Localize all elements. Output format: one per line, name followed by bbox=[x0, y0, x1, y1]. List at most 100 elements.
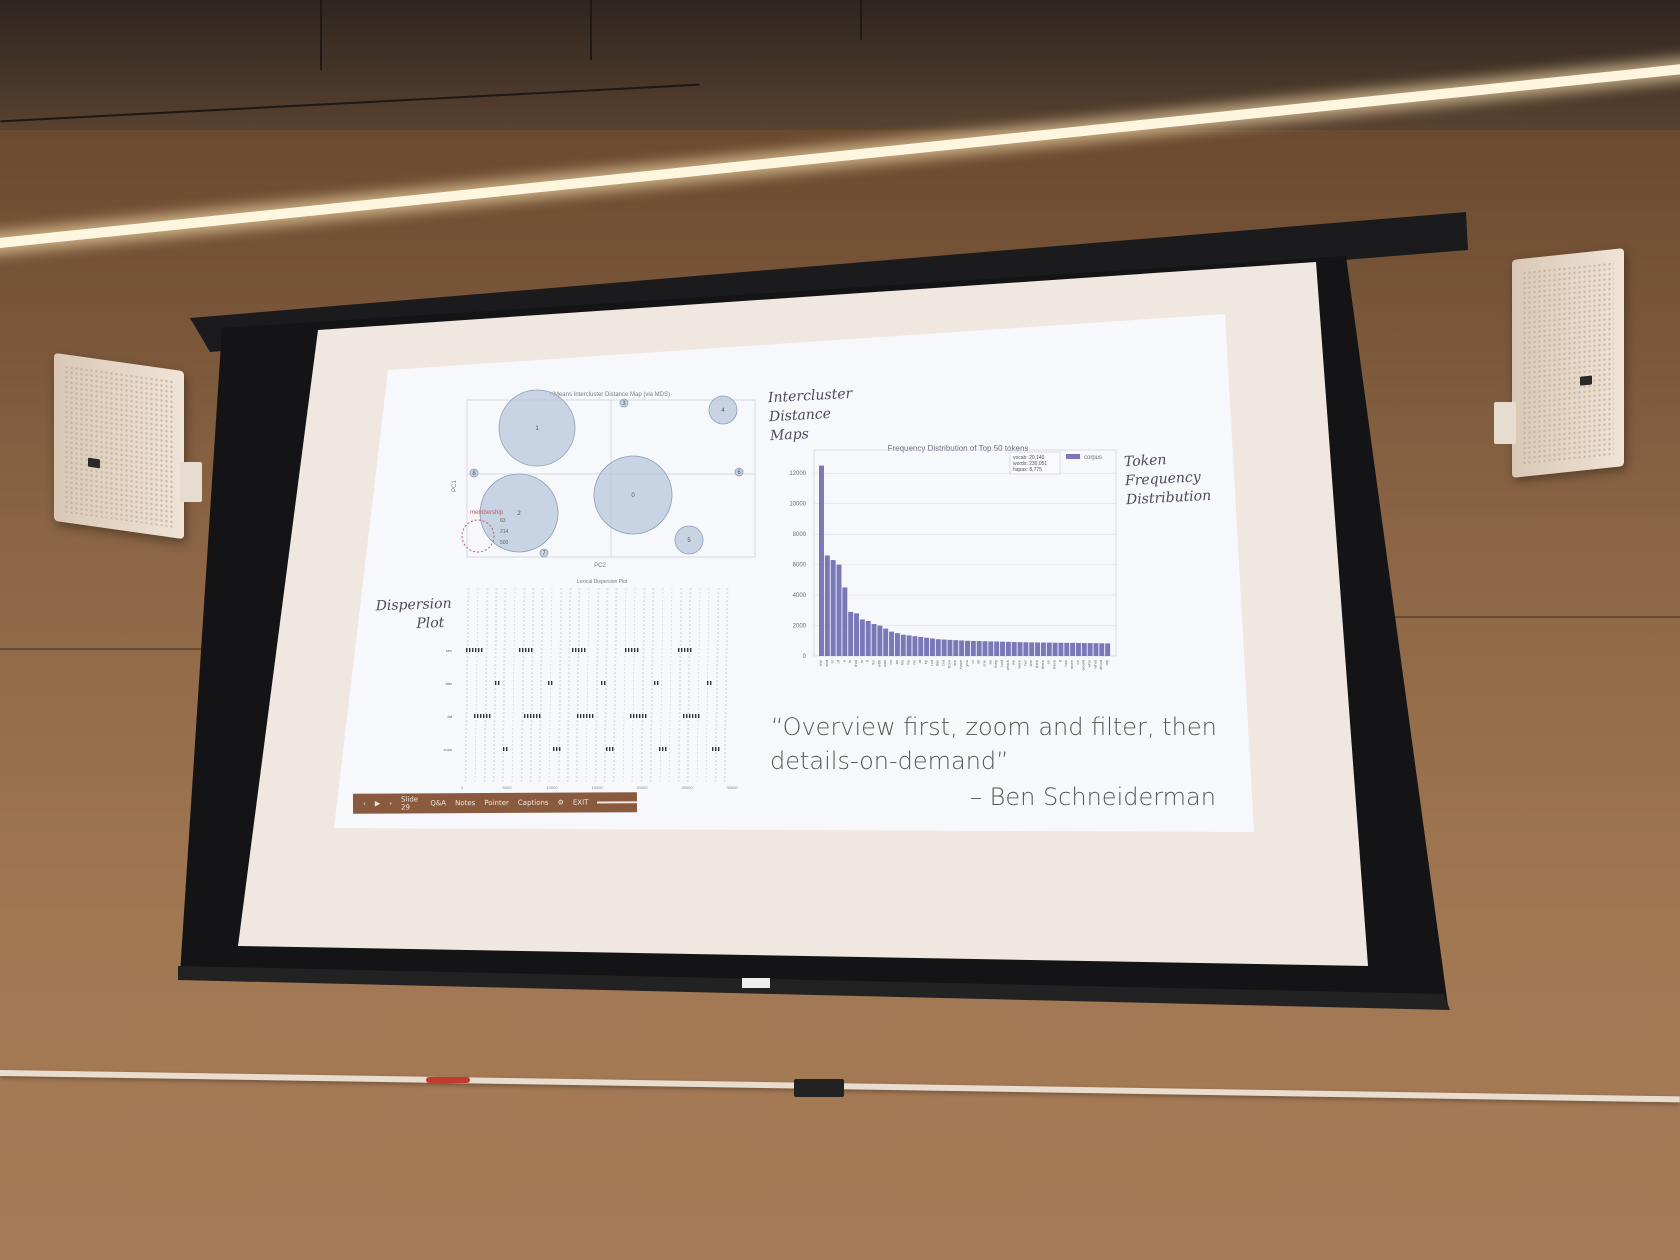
freq-bar bbox=[1064, 642, 1070, 656]
dispersion-gridline bbox=[575, 587, 580, 785]
presentation-toolbar[interactable]: ‹ ▶ › Slide 29 Q&A Notes Pointer Caption… bbox=[352, 792, 638, 814]
toolbar-item-captions[interactable]: Captions bbox=[517, 798, 549, 807]
wall-panel-seam bbox=[1360, 616, 1680, 618]
ceiling-tile-line bbox=[590, 0, 592, 60]
freq-x-tick: her bbox=[1022, 659, 1027, 665]
membership-legend-value: 63 bbox=[500, 518, 506, 524]
wall-panel-seam bbox=[0, 648, 265, 650]
dispersion-mark bbox=[525, 648, 527, 652]
freq-x-tick: one bbox=[981, 659, 986, 666]
freq-x-tick: had bbox=[999, 660, 1004, 667]
cluster-map-title: KMeans Intercluster Distance Map (via MD… bbox=[550, 392, 670, 398]
freq-x-tick: on bbox=[888, 660, 893, 664]
freq-x-tick: to bbox=[830, 659, 835, 663]
cluster-label-5: 5 bbox=[687, 538, 691, 544]
gear-icon[interactable]: ⚙ bbox=[557, 798, 564, 807]
dispersion-mark bbox=[678, 648, 680, 652]
dispersion-mark bbox=[527, 714, 529, 718]
freq-bar bbox=[1093, 643, 1099, 656]
freq-bar bbox=[859, 619, 865, 656]
freq-bar bbox=[865, 620, 871, 656]
freq-bar bbox=[1046, 642, 1052, 656]
freq-x-tick: his bbox=[900, 660, 905, 665]
dispersion-gridline bbox=[576, 587, 581, 785]
prev-slide-icon[interactable]: ‹ bbox=[362, 799, 366, 808]
dispersion-mark bbox=[548, 681, 550, 685]
toolbar-item-notes[interactable]: Notes bbox=[455, 799, 476, 808]
freq-x-tick: all bbox=[976, 660, 981, 664]
dispersion-mark bbox=[577, 714, 579, 718]
freq-x-tick: of bbox=[835, 659, 840, 663]
freq-bar bbox=[1035, 642, 1041, 656]
membership-legend-title: membership bbox=[470, 510, 504, 516]
freq-bar bbox=[959, 640, 965, 656]
cluster-label-7: 7 bbox=[542, 551, 546, 557]
dispersion-mark bbox=[707, 681, 709, 685]
dispersion-gridline bbox=[501, 587, 506, 785]
freq-x-tick: he bbox=[911, 659, 916, 664]
quote-line2: details-on-demand” bbox=[770, 747, 1009, 775]
volume-slider[interactable] bbox=[597, 801, 638, 804]
freq-x-tick: with bbox=[876, 660, 881, 667]
dispersion-mark bbox=[589, 714, 591, 718]
freq-x-tick: they bbox=[993, 660, 998, 668]
cluster-label-4: 4 bbox=[721, 408, 725, 414]
dispersion-gridline bbox=[493, 587, 498, 785]
dispersion-mark bbox=[718, 747, 720, 751]
dispersion-word-label: crow bbox=[444, 747, 453, 752]
freq-legend-label: corpus bbox=[1084, 455, 1102, 461]
dispersion-mark bbox=[559, 747, 561, 751]
freq-bar bbox=[929, 638, 935, 656]
dispersion-gridline bbox=[492, 587, 497, 785]
cluster-bubble-7 bbox=[539, 548, 549, 558]
freq-chart-title: Frequency Distribution of Top 50 tokens bbox=[888, 444, 1029, 453]
toolbar-item-pointer[interactable]: Pointer bbox=[484, 798, 509, 808]
play-icon[interactable]: ▶ bbox=[374, 799, 381, 808]
freq-x-tick: no bbox=[1075, 659, 1080, 664]
dispersion-mark bbox=[575, 648, 577, 652]
freq-bar bbox=[976, 641, 982, 656]
membership-legend-circle bbox=[461, 519, 495, 553]
cluster-label-1: 1 bbox=[535, 426, 539, 432]
toolbar-item-qa[interactable]: Q&A bbox=[430, 799, 447, 808]
dispersion-mark bbox=[475, 648, 477, 652]
wall-outlet bbox=[1494, 402, 1516, 444]
label-dispersion: Dispersion Plot bbox=[375, 595, 452, 636]
dispersion-mark bbox=[553, 747, 555, 751]
cluster-bubble-3 bbox=[619, 398, 629, 408]
exit-button[interactable]: EXIT bbox=[572, 798, 589, 807]
dispersion-word-label: sex bbox=[446, 648, 452, 653]
freq-x-tick: and bbox=[824, 660, 829, 667]
freq-x-tick: which bbox=[1005, 660, 1010, 670]
dispersion-gridline bbox=[705, 587, 710, 785]
freq-x-tick: or bbox=[970, 659, 975, 663]
freq-annotation-line: words: 230,051 bbox=[1013, 461, 1047, 467]
dispersion-mark bbox=[690, 648, 692, 652]
label-intercluster: Intercluster Distance Maps bbox=[768, 385, 855, 446]
freq-bar bbox=[836, 564, 842, 656]
dispersion-mark bbox=[522, 648, 524, 652]
freq-bar bbox=[883, 628, 889, 656]
cluster-bubble-0 bbox=[593, 455, 673, 535]
freq-bar bbox=[1052, 642, 1058, 656]
label-dispersion-line2: Plot bbox=[416, 614, 445, 632]
dispersion-mark bbox=[637, 648, 639, 652]
freq-bar bbox=[894, 633, 900, 656]
slide-selector[interactable]: Slide 29 bbox=[400, 795, 419, 812]
freq-bar bbox=[1000, 641, 1006, 656]
freq-bar bbox=[1005, 641, 1011, 656]
freq-annotation-line: hapax: 8,775 bbox=[1013, 467, 1042, 473]
freq-y-tick: 6000 bbox=[793, 563, 807, 569]
next-slide-icon[interactable]: › bbox=[389, 799, 393, 808]
dispersion-gridline bbox=[677, 587, 682, 785]
dispersion-mark bbox=[686, 714, 688, 718]
dispersion-mark bbox=[631, 648, 633, 652]
dispersion-mark bbox=[695, 714, 697, 718]
freq-bar bbox=[947, 639, 953, 656]
freq-bar bbox=[1011, 641, 1017, 656]
dispersion-x-tick: 25000 bbox=[681, 785, 693, 790]
freq-annotation-box bbox=[1009, 451, 1061, 475]
dispersion-mark bbox=[606, 747, 608, 751]
freq-x-tick: would bbox=[1081, 660, 1086, 670]
